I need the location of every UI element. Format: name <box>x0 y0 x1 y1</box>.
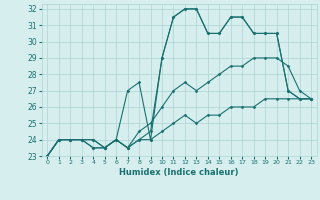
X-axis label: Humidex (Indice chaleur): Humidex (Indice chaleur) <box>119 168 239 177</box>
